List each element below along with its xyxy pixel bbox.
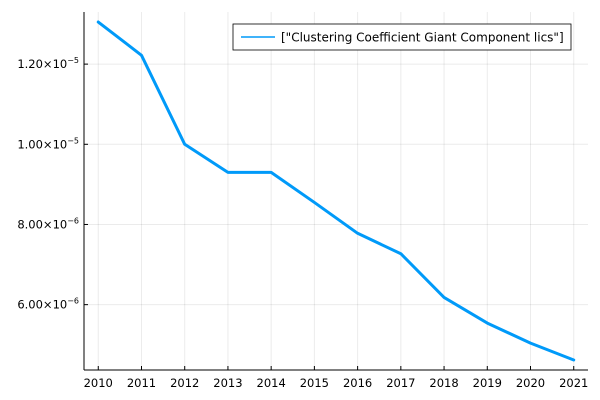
x-tick-label: 2012 xyxy=(170,376,199,390)
y-tick-exponent: −6 xyxy=(67,216,79,225)
series-line xyxy=(96,20,576,362)
x-tick-label: 2013 xyxy=(213,376,242,390)
axes xyxy=(83,12,588,371)
y-tick-exponent: −5 xyxy=(67,56,79,65)
series-point xyxy=(572,358,575,361)
x-tick-label: 2014 xyxy=(257,376,286,390)
x-tick-label: 2011 xyxy=(127,376,156,390)
x-tick-label: 2018 xyxy=(429,376,458,390)
y-tick-exponent: −6 xyxy=(67,297,79,306)
y-tick-exponent: −5 xyxy=(67,136,79,145)
y-tick-label: 6.00×10−6 xyxy=(17,297,79,312)
x-tick-label: 2021 xyxy=(559,376,588,390)
series-point xyxy=(443,296,446,299)
series-point xyxy=(356,232,359,235)
legend-label: ["Clustering Coefficient Giant Component… xyxy=(281,31,564,45)
y-tick-mantissa: 1.00×10 xyxy=(17,137,67,151)
grid-lines xyxy=(84,12,588,370)
series-lines xyxy=(96,20,576,362)
legend-box xyxy=(232,23,572,51)
series-point xyxy=(399,252,402,255)
y-axis-ticks: 1.20×10−51.00×10−58.00×10−66.00×10−6 xyxy=(17,56,88,312)
x-tick-label: 2017 xyxy=(386,376,415,390)
y-tick-label: 8.00×10−6 xyxy=(17,216,79,231)
x-tick-label: 2020 xyxy=(516,376,545,390)
series-point xyxy=(529,342,532,345)
y-tick-mantissa: 8.00×10 xyxy=(17,217,67,231)
x-axis-ticks: 2010 2011 2012 2013 2014 2015 2016 2017 2018 2019… xyxy=(84,366,588,390)
x-tick-label: 2016 xyxy=(343,376,372,390)
series-point xyxy=(486,322,489,325)
y-tick-mantissa: 6.00×10 xyxy=(17,298,67,312)
y-tick-mantissa: 1.20×10 xyxy=(17,57,67,71)
series-point xyxy=(270,171,273,174)
x-tick-label: 2010 xyxy=(84,376,113,390)
series-point xyxy=(226,171,229,174)
y-tick-label: 1.00×10−5 xyxy=(17,136,79,151)
series-point xyxy=(313,201,316,204)
series-point xyxy=(97,21,100,24)
legend: ["Clustering Coefficient Giant Component… xyxy=(232,23,572,51)
x-tick-label: 2019 xyxy=(473,376,502,390)
y-tick-label: 1.20×10−5 xyxy=(17,56,79,71)
series-point xyxy=(140,54,143,57)
x-tick-label: 2015 xyxy=(300,376,329,390)
series-point xyxy=(183,143,186,146)
